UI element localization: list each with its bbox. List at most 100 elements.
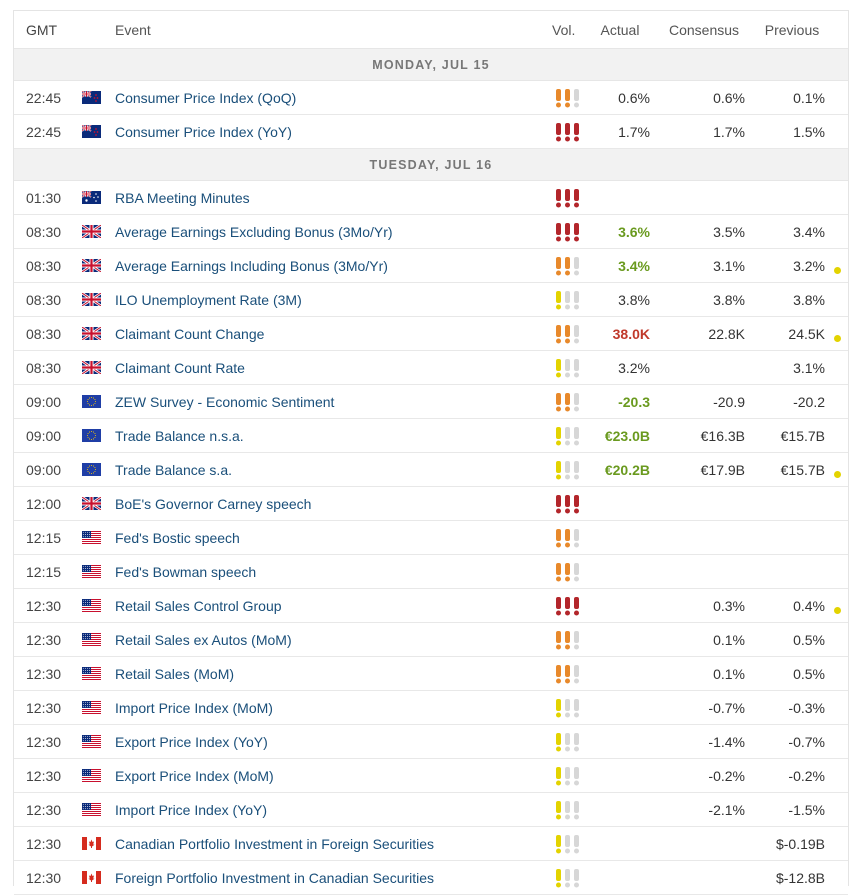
- event-link[interactable]: Average Earnings Including Bonus (3Mo/Yr…: [115, 257, 388, 274]
- header-consensus[interactable]: Consensus: [668, 21, 740, 38]
- event-link[interactable]: Import Price Index (YoY): [115, 801, 267, 818]
- revision-dot-icon[interactable]: [831, 317, 843, 350]
- consensus-value: [664, 861, 745, 894]
- actual-value: [574, 759, 650, 792]
- event-time: 12:15: [26, 563, 62, 580]
- event-link[interactable]: Trade Balance n.s.a.: [115, 427, 244, 444]
- table-row[interactable]: 12:15 Fed's Bostic speech: [14, 521, 848, 555]
- flag-us-icon: [82, 555, 102, 588]
- flag-ca-icon: [82, 861, 102, 894]
- table-row[interactable]: 12:30 Retail Sales Control Group 0.3% 0.4%: [14, 589, 848, 623]
- event-link[interactable]: Consumer Price Index (QoQ): [115, 89, 297, 106]
- table-row[interactable]: 08:30 Average Earnings Excluding Bonus (3…: [14, 215, 848, 249]
- event-link[interactable]: Retail Sales Control Group: [115, 597, 282, 614]
- event-link[interactable]: Retail Sales ex Autos (MoM): [115, 631, 292, 648]
- header-vol[interactable]: Vol.: [552, 21, 576, 38]
- flag-us-icon: [82, 623, 102, 656]
- event-link[interactable]: RBA Meeting Minutes: [115, 189, 250, 206]
- table-row[interactable]: 09:00 Trade Balance s.a. €20.2B €17.9B €15.7…: [14, 453, 848, 487]
- actual-value: [574, 827, 650, 860]
- table-row[interactable]: 12:30 Foreign Portfolio Investment in Can…: [14, 861, 848, 895]
- volatility-medium-icon: [554, 249, 584, 282]
- actual-value: [574, 725, 650, 758]
- volatility-low-icon: [554, 691, 584, 724]
- table-row[interactable]: 08:30 Claimant Count Change 38.0K 22.8K 24.5…: [14, 317, 848, 351]
- header-event[interactable]: Event: [115, 21, 151, 38]
- event-link[interactable]: Fed's Bostic speech: [115, 529, 240, 546]
- event-link[interactable]: Canadian Portfolio Investment in Foreign…: [115, 835, 435, 852]
- flag-nz-icon: [82, 115, 102, 148]
- consensus-value: -20.9: [713, 393, 745, 410]
- table-row[interactable]: 12:00 BoE's Governor Carney speech: [14, 487, 848, 521]
- table-row[interactable]: 12:30 Export Price Index (YoY) -1.4% -0.7%: [14, 725, 848, 759]
- event-link[interactable]: ZEW Survey - Economic Sentiment: [115, 393, 335, 410]
- previous-value: -0.2%: [788, 767, 825, 784]
- revision-dot-icon[interactable]: [831, 453, 843, 486]
- revision-dot-icon[interactable]: [831, 589, 843, 622]
- table-row[interactable]: 08:30 ILO Unemployment Rate (3M) 3.8% 3.8% 3…: [14, 283, 848, 317]
- consensus-value: 3.1%: [713, 257, 745, 274]
- event-time: 08:30: [26, 257, 62, 274]
- event-link[interactable]: Foreign Portfolio Investment in Canadian…: [115, 869, 435, 886]
- volatility-high-icon: [554, 115, 584, 148]
- table-row[interactable]: 22:45 Consumer Price Index (QoQ) 0.6% 0.6% 0…: [14, 81, 848, 115]
- table-row[interactable]: 09:00 Trade Balance n.s.a. €23.0B €16.3B €15…: [14, 419, 848, 453]
- event-link[interactable]: Average Earnings Excluding Bonus (3Mo/Yr…: [115, 223, 393, 240]
- table-row[interactable]: 08:30 Average Earnings Including Bonus (3…: [14, 249, 848, 283]
- table-row[interactable]: 12:30 Retail Sales (MoM) 0.1% 0.5%: [14, 657, 848, 691]
- previous-value: [759, 555, 825, 588]
- flag-uk-icon: [82, 283, 102, 316]
- actual-value: 3.6%: [618, 223, 650, 240]
- event-link[interactable]: Claimant Count Rate: [115, 359, 245, 376]
- table-row[interactable]: 09:00 ZEW Survey - Economic Sentiment -20.…: [14, 385, 848, 419]
- actual-value: 0.6%: [618, 89, 650, 106]
- event-link[interactable]: Fed's Bowman speech: [115, 563, 257, 580]
- previous-value: 0.5%: [793, 631, 825, 648]
- flag-eu-icon: [82, 385, 102, 418]
- event-time: 12:00: [26, 495, 62, 512]
- event-link[interactable]: Consumer Price Index (YoY): [115, 123, 292, 140]
- event-link[interactable]: BoE's Governor Carney speech: [115, 495, 312, 512]
- previous-value: €15.7B: [780, 427, 825, 444]
- event-link[interactable]: ILO Unemployment Rate (3M): [115, 291, 302, 308]
- flag-us-icon: [82, 725, 102, 758]
- actual-value: [574, 861, 650, 894]
- previous-value: €15.7B: [780, 461, 825, 478]
- consensus-value: [664, 827, 745, 860]
- consensus-value: -0.7%: [708, 699, 745, 716]
- event-time: 22:45: [26, 123, 62, 140]
- header-gmt[interactable]: GMT: [26, 21, 58, 38]
- table-row[interactable]: 12:30 Import Price Index (MoM) -0.7% -0.3%: [14, 691, 848, 725]
- event-time: 12:30: [26, 801, 62, 818]
- table-row[interactable]: 01:30 RBA Meeting Minutes: [14, 181, 848, 215]
- table-row[interactable]: 12:30 Import Price Index (YoY) -2.1% -1.5%: [14, 793, 848, 827]
- previous-value: 24.5K: [788, 325, 825, 342]
- table-row[interactable]: 12:30 Export Price Index (MoM) -0.2% -0.2%: [14, 759, 848, 793]
- actual-value: [574, 181, 650, 214]
- event-link[interactable]: Trade Balance s.a.: [115, 461, 232, 478]
- volatility-low-icon: [554, 283, 584, 316]
- event-link[interactable]: Export Price Index (YoY): [115, 733, 268, 750]
- consensus-value: [664, 351, 745, 384]
- volatility-low-icon: [554, 725, 584, 758]
- event-link[interactable]: Export Price Index (MoM): [115, 767, 274, 784]
- table-row[interactable]: 12:30 Retail Sales ex Autos (MoM) 0.1% 0.5%: [14, 623, 848, 657]
- volatility-medium-icon: [554, 623, 584, 656]
- actual-value: €20.2B: [604, 461, 650, 478]
- consensus-value: 0.1%: [713, 665, 745, 682]
- flag-us-icon: [82, 759, 102, 792]
- flag-uk-icon: [82, 487, 102, 520]
- header-actual[interactable]: Actual: [600, 21, 640, 38]
- table-row[interactable]: 12:15 Fed's Bowman speech: [14, 555, 848, 589]
- event-link[interactable]: Retail Sales (MoM): [115, 665, 235, 682]
- header-previous[interactable]: Previous: [764, 21, 820, 38]
- revision-dot-icon[interactable]: [831, 249, 843, 282]
- event-link[interactable]: Import Price Index (MoM): [115, 699, 273, 716]
- event-link[interactable]: Claimant Count Change: [115, 325, 265, 342]
- revision-dot: [833, 607, 841, 614]
- table-row[interactable]: 08:30 Claimant Count Rate 3.2% 3.1%: [14, 351, 848, 385]
- table-row[interactable]: 22:45 Consumer Price Index (YoY) 1.7% 1.7% 1…: [14, 115, 848, 149]
- table-row[interactable]: 12:30 Canadian Portfolio Investment in Fo…: [14, 827, 848, 861]
- volatility-low-icon: [554, 827, 584, 860]
- flag-uk-icon: [82, 215, 102, 248]
